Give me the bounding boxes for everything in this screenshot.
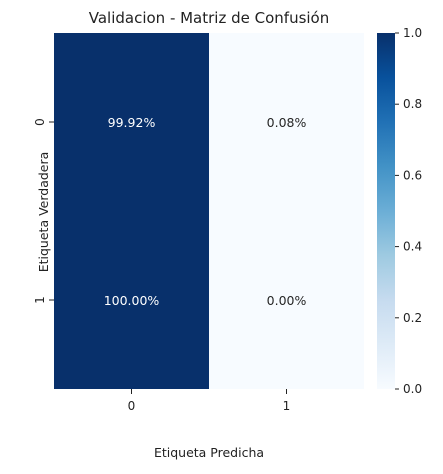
colorbar-tick-label-0.6: 0.6 [403,168,422,182]
colorbar-tick-label-0.4: 0.4 [403,240,422,254]
colorbar-tick-label-0.0: 0.0 [403,382,422,396]
y-axis-label: Etiqueta Verdadera [36,152,51,273]
x-tick-label-1: 1 [283,399,291,413]
y-tick-label-1: 1 [33,296,47,304]
colorbar-tick-label-0.8: 0.8 [403,97,422,111]
x-tick-label-0: 0 [128,399,136,413]
cell-annotation-r1-c1: 0.00% [267,293,307,308]
cell-annotation-r0-c0: 99.92% [108,115,156,130]
colorbar-ticks: 0.0 0.2 0.4 0.6 0.8 1.0 [395,26,422,396]
colorbar-tick-label-1.0: 1.0 [403,26,422,40]
heatmap-cells: 99.92% 0.08% 100.00% 0.00% [54,33,364,389]
colorbar [377,33,395,389]
x-axis-label: Etiqueta Predicha [154,445,264,460]
colorbar-tick-label-0.2: 0.2 [403,311,422,325]
chart-title: Validacion - Matriz de Confusión [89,9,330,27]
cell-annotation-r1-c0: 100.00% [104,293,160,308]
cell-annotation-r0-c1: 0.08% [267,115,307,130]
y-tick-label-0: 0 [33,118,47,126]
